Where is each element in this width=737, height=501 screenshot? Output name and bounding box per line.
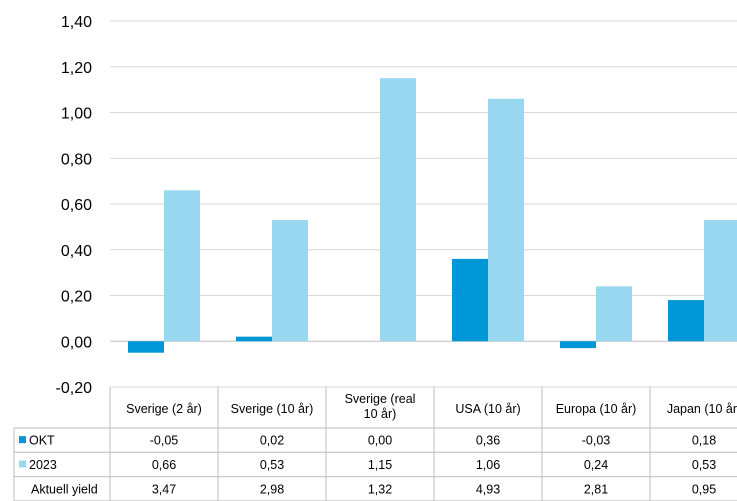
- table-cell: 4,93: [476, 482, 500, 496]
- table-cell: 1,32: [368, 482, 392, 496]
- table-cell: 2,81: [584, 482, 608, 496]
- bar-2023: [596, 286, 632, 342]
- table-cell: -0,03: [582, 434, 611, 448]
- data-table: Sverige (2 år) Sverige (10 år) Sverige (re…: [13, 387, 737, 501]
- legend-swatch-okt: [19, 436, 26, 444]
- y-tick-label: 0,00: [61, 334, 92, 351]
- bars: [128, 78, 737, 353]
- category-label: Sverige (10 år): [231, 402, 314, 416]
- y-tick-label: -0,20: [56, 380, 93, 397]
- bar-2023: [272, 220, 308, 342]
- table-row-label: 2023: [29, 458, 57, 472]
- y-tick-label: 0,20: [61, 289, 92, 306]
- table-cell: 0,24: [584, 458, 608, 472]
- bar-okt: [668, 300, 704, 342]
- bar-okt: [452, 258, 488, 342]
- bar-okt: [128, 341, 164, 353]
- table-cell: -0,05: [150, 434, 179, 448]
- bar-2023: [164, 190, 200, 342]
- table-cell: 0,02: [260, 434, 284, 448]
- legend-swatch-2023: [19, 460, 26, 468]
- y-tick-label: 1,00: [61, 106, 92, 123]
- bar-2023: [704, 220, 737, 342]
- category-label: Sverige (2 år): [126, 402, 202, 416]
- y-tick-label: 1,40: [61, 14, 92, 31]
- table-row-label: Aktuell yield: [31, 482, 98, 496]
- table-cell: 1,06: [476, 458, 500, 472]
- table-cell: 0,00: [368, 434, 392, 448]
- table-cell: 0,18: [692, 434, 716, 448]
- y-tick-label: 1,20: [61, 60, 92, 77]
- table-row-label: OKT: [29, 434, 55, 448]
- table-cell: 0,53: [260, 458, 284, 472]
- gridlines: [110, 20, 737, 388]
- table-cell: 2,98: [260, 482, 284, 496]
- table-cell: 1,15: [368, 458, 392, 472]
- y-tick-label: 0,40: [61, 243, 92, 260]
- bar-2023: [488, 98, 524, 342]
- table-cell: 0,66: [152, 458, 176, 472]
- category-label: Europa (10 år): [556, 402, 637, 416]
- bar-okt: [560, 341, 596, 349]
- category-label: Japan (10 år): [667, 402, 737, 416]
- table-cell: 0,95: [692, 482, 716, 496]
- table-cell: 0,53: [692, 458, 716, 472]
- category-label: USA (10 år): [455, 402, 520, 416]
- table-cell: 0,36: [476, 434, 500, 448]
- y-axis: -0,20 0,00 0,20 0,40 0,60 0,80 1,00 1,20 1,40: [56, 14, 93, 397]
- table-cell: 3,47: [152, 482, 176, 496]
- bar-okt: [236, 336, 272, 342]
- y-tick-label: 0,80: [61, 151, 92, 168]
- bar-2023: [380, 78, 416, 342]
- y-tick-label: 0,60: [61, 197, 92, 214]
- category-label: Sverige (real 10 år): [345, 392, 416, 421]
